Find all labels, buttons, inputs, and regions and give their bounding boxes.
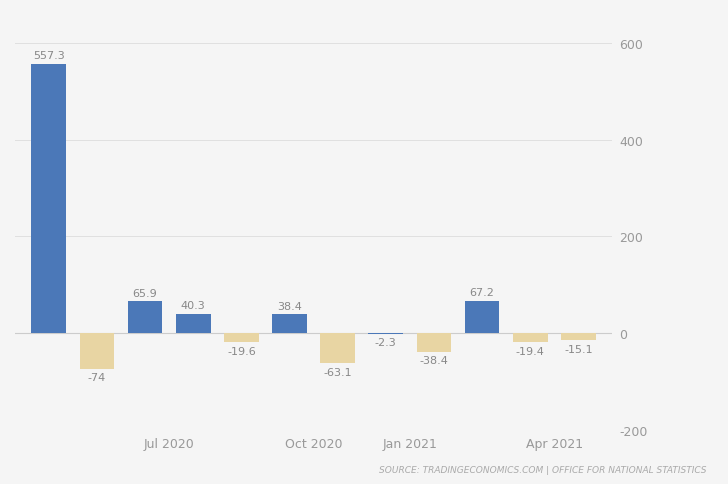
Text: 38.4: 38.4 (277, 302, 302, 311)
Text: -15.1: -15.1 (564, 344, 593, 354)
Bar (368, 333, 403, 334)
Text: -2.3: -2.3 (375, 338, 397, 348)
Bar (320, 333, 355, 364)
Bar (561, 333, 596, 341)
Text: 65.9: 65.9 (132, 288, 157, 298)
Text: 557.3: 557.3 (33, 51, 65, 61)
Bar (79, 333, 114, 369)
Text: -63.1: -63.1 (323, 367, 352, 377)
Text: SOURCE: TRADINGECONOMICS.COM | OFFICE FOR NATIONAL STATISTICS: SOURCE: TRADINGECONOMICS.COM | OFFICE FO… (379, 465, 706, 474)
Text: -19.4: -19.4 (516, 346, 545, 356)
Bar (176, 314, 210, 333)
Text: 67.2: 67.2 (470, 287, 494, 298)
Bar (464, 301, 499, 333)
Bar (127, 302, 162, 333)
Text: -74: -74 (88, 372, 106, 382)
Bar (513, 333, 547, 343)
Text: -19.6: -19.6 (227, 346, 256, 356)
Bar (31, 64, 66, 333)
Text: 40.3: 40.3 (181, 301, 205, 311)
Bar (224, 333, 258, 343)
Bar (416, 333, 451, 352)
Text: -38.4: -38.4 (419, 355, 448, 365)
Bar (272, 315, 306, 333)
